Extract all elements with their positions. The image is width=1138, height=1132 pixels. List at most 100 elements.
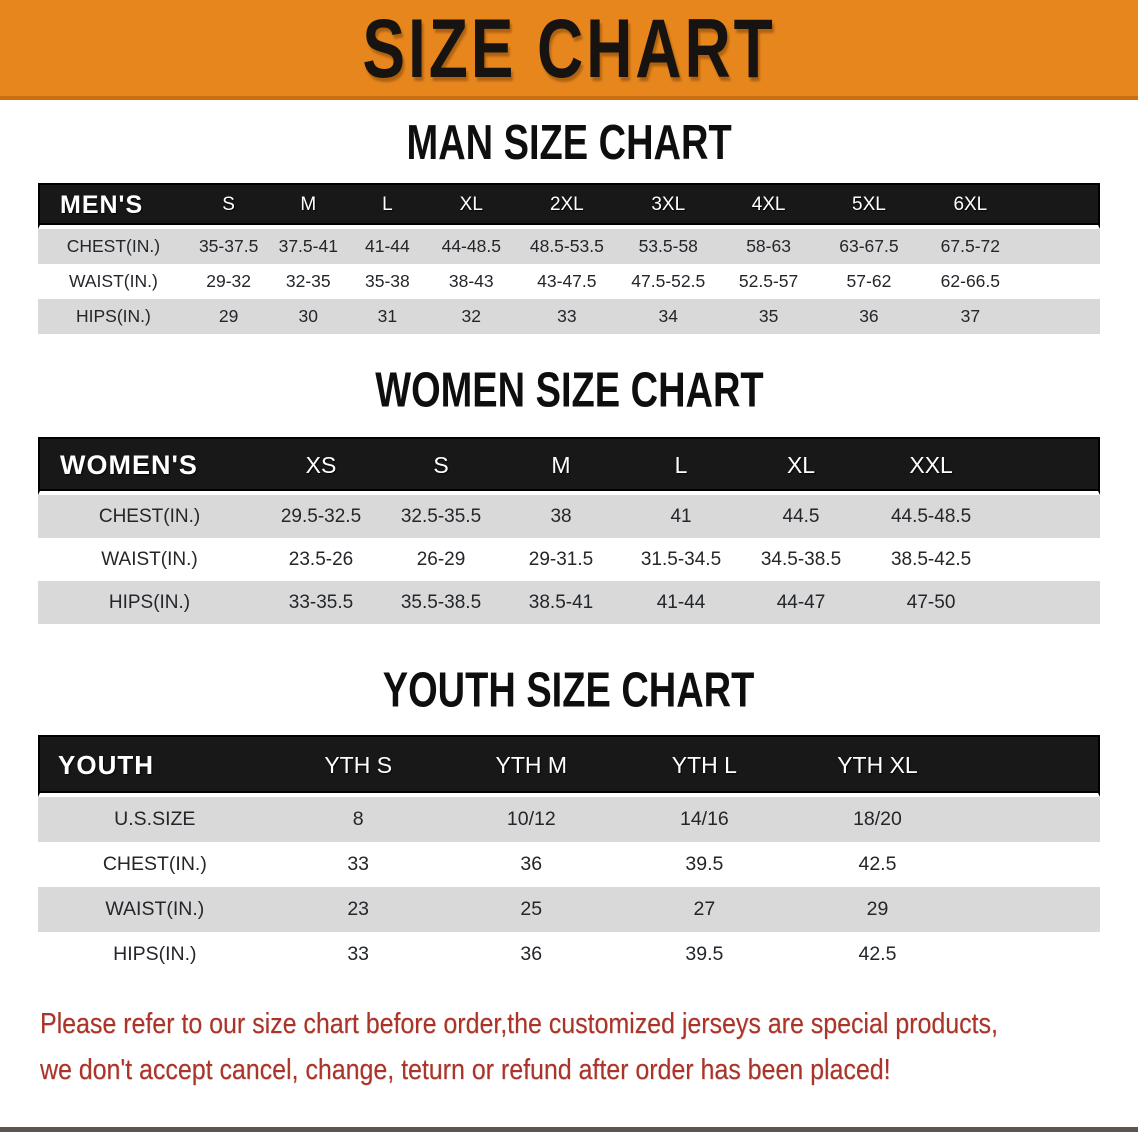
size-value: 42.5 <box>858 943 897 965</box>
size-value: 47.5-52.5 <box>631 271 706 291</box>
women-section-heading-text: WOMEN SIZE CHART <box>374 364 764 418</box>
size-column-header: L <box>621 437 742 495</box>
size-value: 32.5-35.5 <box>381 495 502 538</box>
size-value: 38-43 <box>448 271 494 291</box>
size-value: 36 <box>520 943 543 965</box>
size-value: 34 <box>617 299 719 334</box>
size-value: 18/20 <box>790 797 965 842</box>
size-value: 23.5-26 <box>288 548 354 570</box>
size-value: 34.5-38.5 <box>760 548 842 570</box>
size-value: 41-44 <box>348 229 427 264</box>
size-value: 25 <box>444 887 618 932</box>
size-column-header: S <box>381 437 502 495</box>
size-value: 36 <box>818 299 920 334</box>
youth-size-table: YOUTH YTH S YTH M YTH L YTH XL U.S.SIZE 8 10/12… <box>38 735 1100 977</box>
size-value: 29-31.5 <box>528 548 594 570</box>
table-corner-label: WOMEN'S <box>38 437 262 495</box>
size-value: 35 <box>718 299 819 334</box>
measurement-label: HIPS(IN.) <box>38 581 262 624</box>
size-value: 63-67.5 <box>818 229 920 264</box>
size-column-header: XXL <box>861 437 1002 495</box>
size-value: 29.5-32.5 <box>261 495 382 538</box>
size-column-header: 5XL <box>818 183 920 229</box>
size-value: 42.5 <box>858 853 897 875</box>
size-value: 36 <box>520 853 543 875</box>
size-column-header: 4XL <box>718 183 819 229</box>
size-value: 35.5-38.5 <box>381 581 502 624</box>
size-value: 38.5-41 <box>501 581 622 624</box>
size-value: 44.5 <box>741 495 862 538</box>
size-column-header: XL <box>741 437 862 495</box>
measurement-label: CHEST(IN.) <box>38 229 189 264</box>
disclaimer-notice: Please refer to our size chart before or… <box>0 1001 1138 1094</box>
table-corner-label: MEN'S <box>38 183 189 229</box>
size-column-header: YTH L <box>617 735 791 797</box>
size-column-header: M <box>268 183 349 229</box>
row-spacer-cell <box>964 797 1100 842</box>
table-header-row: WOMEN'S XS S M L XL XXL <box>38 437 1100 495</box>
women-size-table: WOMEN'S XS S M L XL XXL CHEST(IN.) 29.5-32.5 32.5… <box>38 437 1100 624</box>
size-value: 37.5-41 <box>268 229 349 264</box>
size-value: 33 <box>347 943 370 965</box>
men-size-table: MEN'S S M L XL 2XL 3XL 4XL 5XL 6XL CHEST(IN.) 35-37… <box>38 183 1100 334</box>
size-value: 44.5-48.5 <box>861 495 1002 538</box>
size-value: 23 <box>271 887 445 932</box>
row-spacer-cell <box>964 932 1100 977</box>
women-section-heading: WOMEN SIZE CHART <box>0 364 1138 418</box>
size-column-header: M <box>501 437 622 495</box>
size-value: 39.5 <box>685 943 724 965</box>
size-column-header: YTH M <box>444 735 618 797</box>
men-section-heading-text: MAN SIZE CHART <box>406 116 732 170</box>
size-column-header: 3XL <box>617 183 719 229</box>
youth-section: YOUTH SIZE CHART YOUTH YTH S YTH M YTH L YTH… <box>0 664 1138 977</box>
size-value: 27 <box>617 887 791 932</box>
men-section: MAN SIZE CHART MEN'S S M L XL 2XL 3XL 4XL 5XL 6XL… <box>0 116 1138 334</box>
row-spacer-cell <box>1021 299 1100 334</box>
table-row: CHEST(IN.) 33 36 39.5 42.5 <box>38 842 1100 887</box>
youth-section-heading: YOUTH SIZE CHART <box>0 664 1138 718</box>
page-title: SIZE CHART <box>362 1 776 95</box>
disclaimer-line-1: Please refer to our size chart before or… <box>40 1008 998 1040</box>
table-row: WAIST(IN.) 23.5-26 26-29 29-31.5 31.5-34.5 34… <box>38 538 1100 581</box>
measurement-label: WAIST(IN.) <box>69 271 158 291</box>
table-row: CHEST(IN.) 29.5-32.5 32.5-35.5 38 41 44.5 44.5… <box>38 495 1100 538</box>
size-value: 33 <box>515 299 618 334</box>
row-spacer-cell <box>1021 264 1100 299</box>
size-value: 37 <box>919 299 1022 334</box>
measurement-label: U.S.SIZE <box>38 797 272 842</box>
measurement-label: CHEST(IN.) <box>38 495 262 538</box>
size-value: 41 <box>621 495 742 538</box>
header-spacer-cell <box>1021 183 1100 229</box>
row-spacer-cell <box>1021 229 1100 264</box>
table-row: CHEST(IN.) 35-37.5 37.5-41 41-44 44-48.5 48.5… <box>38 229 1100 264</box>
size-value: 29-32 <box>206 271 252 291</box>
size-value: 33 <box>347 853 370 875</box>
size-value: 35-37.5 <box>188 229 269 264</box>
size-value: 29 <box>188 299 269 334</box>
size-value: 44-47 <box>741 581 862 624</box>
size-value: 52.5-57 <box>738 271 799 291</box>
size-column-header: L <box>348 183 427 229</box>
size-column-header: 6XL <box>919 183 1022 229</box>
size-value: 41-44 <box>621 581 742 624</box>
size-value: 57-62 <box>846 271 892 291</box>
size-value: 32-35 <box>285 271 331 291</box>
size-value: 53.5-58 <box>617 229 719 264</box>
size-value: 31.5-34.5 <box>640 548 722 570</box>
measurement-label: HIPS(IN.) <box>113 943 197 965</box>
measurement-label: HIPS(IN.) <box>38 299 189 334</box>
size-column-header: YTH S <box>271 735 445 797</box>
men-section-heading: MAN SIZE CHART <box>0 116 1138 170</box>
size-column-header: S <box>188 183 269 229</box>
size-value: 29 <box>790 887 965 932</box>
banner: SIZE CHART <box>0 0 1138 100</box>
size-value: 30 <box>268 299 349 334</box>
table-row: HIPS(IN.) 33 36 39.5 42.5 <box>38 932 1100 977</box>
size-value: 10/12 <box>444 797 618 842</box>
size-value: 32 <box>426 299 516 334</box>
women-section: WOMEN SIZE CHART WOMEN'S XS S M L XL XXL CHEST(… <box>0 364 1138 624</box>
youth-section-heading-text: YOUTH SIZE CHART <box>383 664 755 718</box>
row-spacer-cell <box>1001 581 1100 624</box>
size-column-header: 2XL <box>515 183 618 229</box>
size-value: 26-29 <box>416 548 466 570</box>
